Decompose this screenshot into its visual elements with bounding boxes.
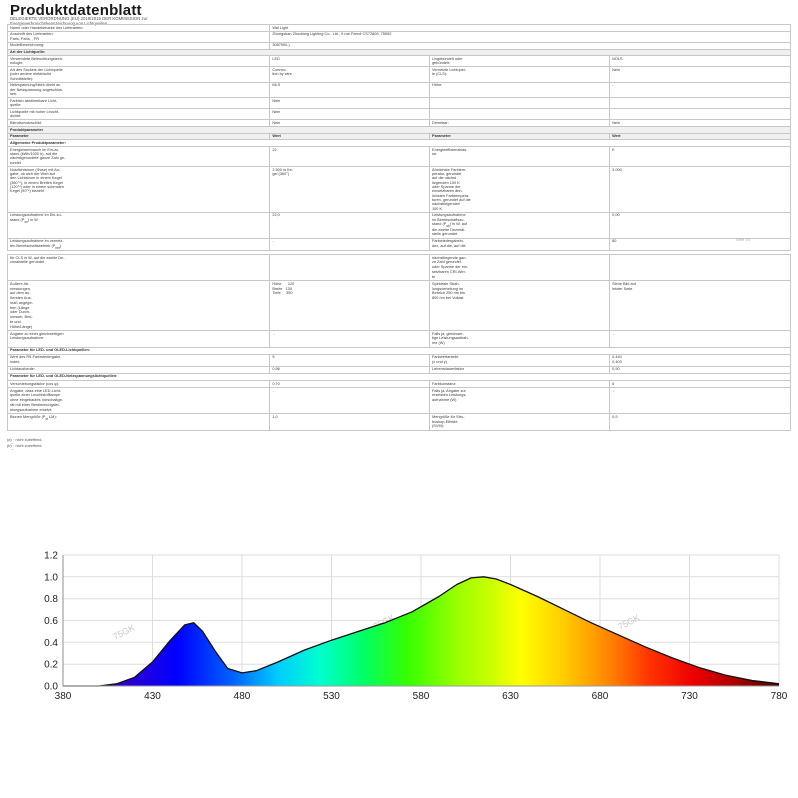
svg-text:480: 480 [234, 691, 251, 702]
svg-text:1.0: 1.0 [44, 572, 58, 583]
svg-text:630: 630 [502, 691, 519, 702]
svg-text:1.2: 1.2 [44, 551, 58, 562]
svg-text:780: 780 [771, 691, 788, 702]
svg-text:0.8: 0.8 [44, 594, 58, 605]
svg-text:0.2: 0.2 [44, 660, 58, 671]
svg-text:380: 380 [55, 691, 72, 702]
svg-text:75GK: 75GK [616, 612, 641, 631]
svg-text:0.6: 0.6 [44, 616, 58, 627]
svg-text:0.4: 0.4 [44, 638, 58, 649]
svg-text:730: 730 [681, 691, 698, 702]
svg-text:580: 580 [413, 691, 430, 702]
svg-text:75GK: 75GK [111, 622, 136, 641]
svg-text:530: 530 [323, 691, 340, 702]
svg-text:430: 430 [144, 691, 161, 702]
svg-text:680: 680 [592, 691, 609, 702]
